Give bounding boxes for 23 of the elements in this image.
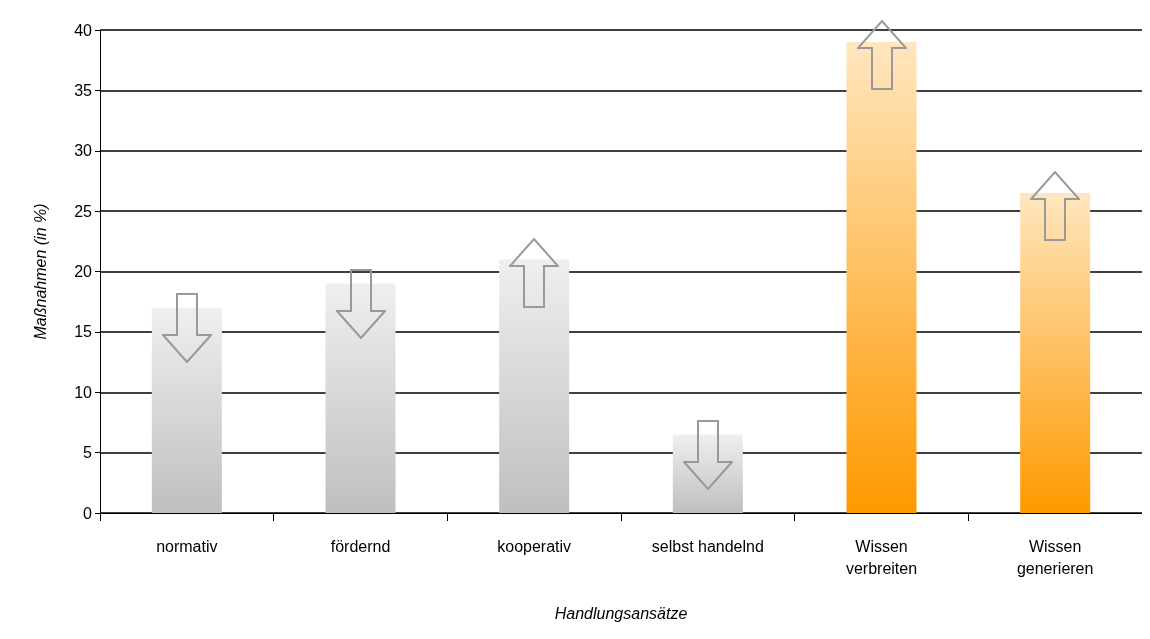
x-tick-label: Wissen verbreiten (845, 537, 918, 577)
bar (151, 307, 222, 513)
bar (846, 42, 917, 513)
y-tick-label: 10 (74, 383, 93, 401)
y-tick-label: 15 (74, 323, 93, 341)
y-tick-label: 20 (74, 263, 93, 280)
y-tick-label: 30 (74, 142, 93, 160)
y-tick-label: 0 (83, 504, 93, 522)
bar (672, 434, 743, 513)
y-tick-label: 35 (74, 81, 93, 99)
x-tick-label: fördernd (330, 537, 391, 555)
bar (499, 259, 570, 513)
bar (325, 283, 396, 513)
x-tick-label: selbst handelnd (651, 537, 764, 555)
x-tick-label: Wissen generieren (1016, 537, 1094, 577)
y-tick-label: 25 (74, 202, 93, 220)
y-axis-title: Maßnahmen (in %) (31, 203, 49, 340)
y-tick-label: 5 (83, 444, 93, 462)
x-tick-label: kooperativ (497, 537, 572, 555)
x-tick-label: normativ (156, 537, 218, 555)
y-tick-label: 40 (74, 21, 93, 39)
bar (1020, 193, 1091, 513)
x-axis-title: Handlungsansätze (554, 604, 688, 622)
